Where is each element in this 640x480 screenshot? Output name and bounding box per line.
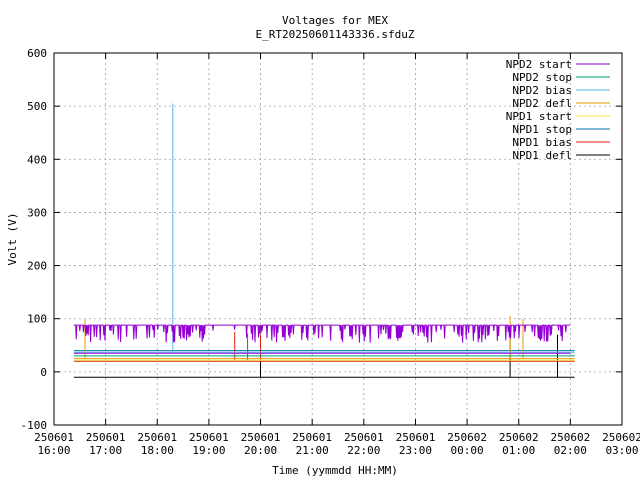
x-axis-label: Time (yymmdd HH:MM) [272, 464, 398, 477]
legend-label-npd2-start: NPD2 start [506, 58, 572, 71]
y-tick-label: 400 [27, 153, 47, 166]
x-tick-date-label: 250602 [550, 431, 590, 444]
axes: -100010020030040050060025060116:00250601… [21, 47, 640, 457]
y-tick-label: -100 [21, 419, 48, 432]
x-tick-time-label: 18:00 [141, 444, 174, 457]
legend-label-npd1-start: NPD1 start [506, 110, 572, 123]
x-tick-time-label: 02:00 [554, 444, 587, 457]
x-tick-time-label: 20:00 [244, 444, 277, 457]
grid [54, 53, 622, 425]
x-tick-date-label: 250601 [241, 431, 281, 444]
legend-label-npd1-defl: NPD1 defl [512, 149, 572, 162]
x-tick-time-label: 16:00 [37, 444, 70, 457]
plot-area [73, 103, 575, 378]
y-tick-label: 0 [40, 366, 47, 379]
x-tick-date-label: 250602 [447, 431, 487, 444]
series-npd2-bias [73, 103, 575, 353]
plot-frame [53, 52, 623, 426]
legend-label-npd1-stop: NPD1 stop [512, 123, 572, 136]
x-tick-date-label: 250601 [396, 431, 436, 444]
series-npd1-bias [73, 332, 575, 362]
x-tick-time-label: 17:00 [89, 444, 122, 457]
y-tick-label: 100 [27, 313, 47, 326]
x-tick-time-label: 21:00 [296, 444, 329, 457]
y-tick-label: 600 [27, 47, 47, 60]
x-tick-time-label: 00:00 [451, 444, 484, 457]
legend-label-npd2-defl: NPD2 defl [512, 97, 572, 110]
x-tick-date-label: 250602 [602, 431, 640, 444]
legend-label-npd1-bias: NPD1 bias [512, 136, 572, 149]
y-tick-label: 500 [27, 100, 47, 113]
legend-label-npd2-bias: NPD2 bias [512, 84, 572, 97]
x-tick-date-label: 250601 [137, 431, 177, 444]
x-tick-date-label: 250601 [189, 431, 229, 444]
x-tick-date-label: 250601 [292, 431, 332, 444]
y-tick-label: 200 [27, 260, 47, 273]
y-axis-label: Volt (V) [6, 213, 19, 266]
x-tick-time-label: 01:00 [502, 444, 535, 457]
x-tick-date-label: 250601 [86, 431, 126, 444]
x-tick-time-label: 22:00 [347, 444, 380, 457]
y-tick-label: 300 [27, 206, 47, 219]
x-tick-date-label: 250602 [499, 431, 539, 444]
x-tick-date-label: 250601 [344, 431, 384, 444]
x-tick-time-label: 19:00 [192, 444, 225, 457]
series-npd2-start [73, 324, 571, 354]
x-tick-date-label: 250601 [34, 431, 74, 444]
series-npd2-defl [73, 316, 575, 360]
x-tick-time-label: 03:00 [605, 444, 638, 457]
legend-label-npd2-stop: NPD2 stop [512, 71, 572, 84]
chart-subtitle: E_RT20250601143336.sfduZ [256, 28, 415, 41]
x-tick-time-label: 23:00 [399, 444, 432, 457]
chart-title: Voltages for MEX [282, 14, 388, 27]
